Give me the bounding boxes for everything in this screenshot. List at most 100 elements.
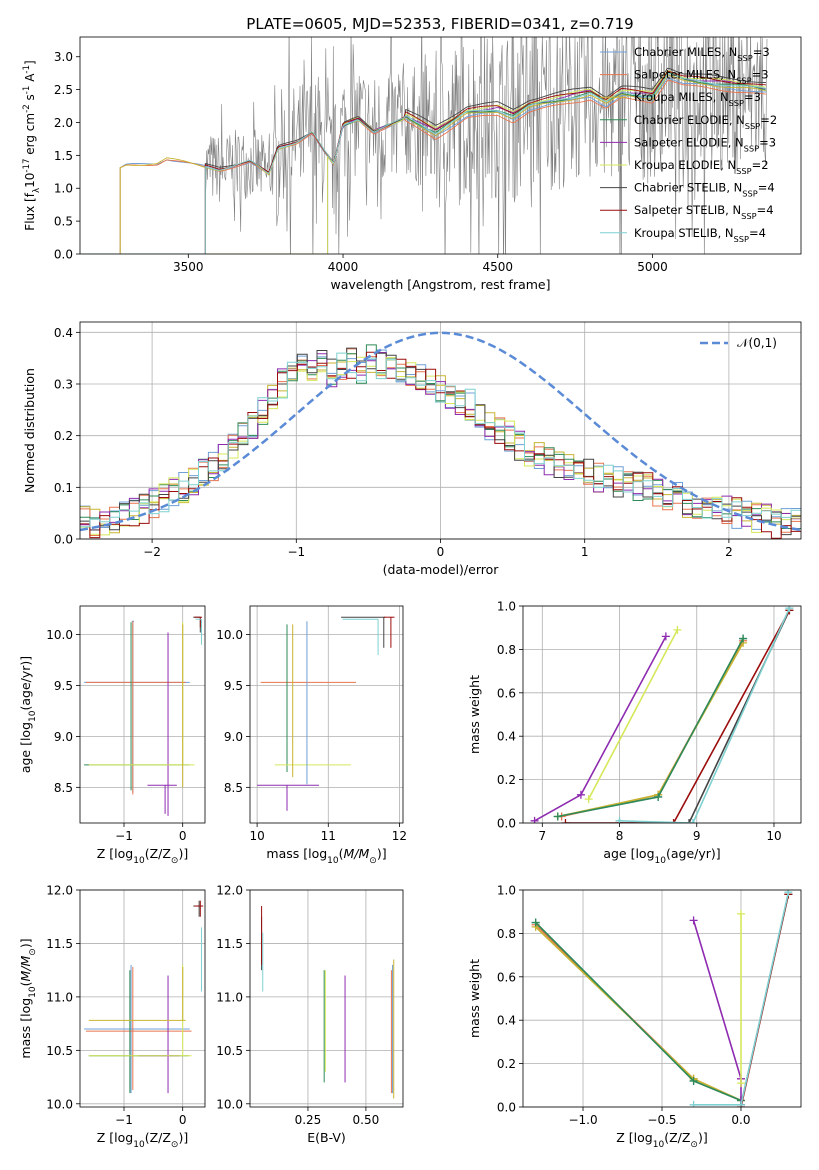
legend-entry-3: Chabrier ELODIE, NSSP=2 [634,113,777,131]
mass-weight-vs-metallicity-ytick-label-0: 0.0 [497,1101,516,1115]
mass-vs-extinction-ticks: 0.25 0.50 10.0 10.5 11.0 11.5 12.0 [216,884,379,1128]
mass-vs-extinction-grid [250,889,403,1107]
mass-weight-vs-metallicity-frame [522,889,802,1108]
gaussian-reference-curve [80,331,801,532]
mass-weight-vs-metallicity-xtick-label-1: −0.5 [647,1113,676,1127]
mass-weight-vs-age-marker-8-0 [615,816,624,823]
age-vs-mass-xtick-label-0: 10 [249,829,264,843]
mass-weight-vs-age-series-4 [534,636,667,822]
mass-weight-vs-age-marker-8-2 [785,606,794,613]
mass-vs-extinction-ytick-label-2: 11.0 [216,990,243,1004]
mass-weight-vs-age-xtick-label-1: 8 [616,829,624,843]
age-vs-metallicity-point-10 [195,618,202,645]
mass-vs-metallicity-point-0 [84,964,190,1094]
age-vs-metallicity-ytick-label-3: 10.0 [46,628,73,642]
mass-vs-metallicity-point-5 [88,966,186,1021]
mass-weight-vs-age-xlabel: age [log10(age/yr)] [603,846,720,866]
mass-weight-vs-age-xtick-label-0: 7 [538,829,546,843]
age-vs-mass-point-7 [383,616,395,648]
plot-layer: 3500 4000 4500 5000 0.0 0.5 1.0 1.5 2.0 2.5 3.0 wav… [18,36,802,1150]
mass-vs-metallicity-ytick-label-2: 11.0 [46,990,73,1004]
model-spectrum-line-1 [80,79,767,254]
model-spectrum-line-8 [80,73,767,254]
residual-histogram-frame [79,321,802,540]
mass-vs-metallicity-point-2 [88,970,189,1094]
mass-weight-vs-age-marker-7-1 [669,819,678,823]
mass-weight-vs-age-ticks: 7 8 9 10 0.0 0.2 0.4 0.6 0.8 1.0 [497,600,782,844]
residual-histogram-ytick-label-1: 0.1 [54,481,73,495]
spectrum-ytick-label-4: 2.0 [54,116,73,130]
mass-weight-vs-metallicity-marker-8-2 [784,890,793,897]
legend-entry-8: Kroupa STELIB, NSSP=4 [634,226,766,244]
figure-title: PLATE=0605, MJD=52353, FIBERID=0341, z=0… [246,15,633,33]
legend-entry-5: Kroupa ELODIE, NSSP=2 [634,158,769,176]
mass-weight-vs-age-series-1 [561,640,744,818]
legend-entry-0: Chabrier MILES, NSSP=3 [634,45,770,63]
mass-weight-vs-age-plot-area [530,606,794,823]
mass-vs-extinction-ytick-label-1: 10.5 [216,1044,243,1058]
mass-weight-vs-age-marker-4-2 [661,632,670,641]
age-vs-mass-axes: 10 11 12 8.5 9.0 9.5 10.0 mass [log10(M/M⊙)] [216,605,407,866]
spectrum-ytick-label-2: 1.0 [54,182,73,196]
age-vs-mass-ytick-label-3: 10.0 [216,628,243,642]
age-vs-mass-xtick-label-1: 11 [321,829,336,843]
mass-weight-vs-age-marker-6-1 [685,819,694,823]
mass-vs-metallicity-grid [80,889,205,1107]
mass-weight-vs-age-xtick-label-3: 10 [766,829,781,843]
age-vs-mass-ytick-label-0: 8.5 [224,781,243,795]
residual-histogram-ytick-label-2: 0.2 [54,429,73,443]
residual-histogram-ytick-label-4: 0.4 [54,326,73,340]
mass-vs-extinction-axes: 0.25 0.50 10.0 10.5 11.0 11.5 12.0 E(B-V) [216,884,404,1145]
spectrum-ytick-label-6: 3.0 [54,50,73,64]
mass-weight-vs-age-ytick-label-0: 0.0 [497,817,516,831]
residual-histogram-plot-area [80,331,801,539]
age-vs-metallicity-xlabel: Z [log10(Z/Z⊙)] [97,846,188,866]
spectrum-plot-area [80,37,768,254]
age-vs-mass-grid [250,606,403,823]
histogram-legend: 𝒩(0,1) [700,336,777,350]
mass-vs-metallicity-point-3 [138,975,180,1094]
mass-vs-metallicity-frame [79,889,206,1108]
age-vs-metallicity-ylabel: age [log10(age/yr)] [18,656,38,773]
mass-weight-vs-metallicity-xtick-label-2: 0.0 [731,1113,750,1127]
mass-weight-vs-metallicity-series-1 [535,924,742,1102]
residual-histogram-step-4 [80,352,801,531]
mass-weight-vs-metallicity-plot-area [531,890,793,1107]
mass-weight-vs-age-marker-7-0 [561,819,570,823]
mass-weight-vs-age-series-8 [619,607,791,823]
legend-entry-4: Salpeter ELODIE, NSSP=3 [634,135,776,153]
age-vs-metallicity-plot-area [84,616,203,816]
mass-weight-vs-metallicity-marker-8-1 [736,1100,745,1107]
age-vs-metallicity-ytick-label-2: 9.5 [54,679,73,693]
residual-histogram-ylabel: Normed distribution [22,368,37,493]
mass-vs-metallicity-ytick-label-4: 12.0 [46,884,73,898]
age-vs-metallicity-grid [80,606,205,823]
age-vs-metallicity-point-6 [88,622,195,766]
residual-histogram-xlabel: (data-model)/error [383,562,500,577]
mass-weight-vs-metallicity-marker-4-0 [689,916,698,925]
mass-weight-vs-age-marker-5-1 [673,625,682,634]
mass-vs-metallicity-point-1 [85,966,192,1090]
age-vs-mass-ytick-label-2: 9.5 [224,679,243,693]
spectrum-xtick-label-2: 4500 [482,260,513,274]
mass-vs-extinction-frame [249,889,404,1108]
spectrum-ytick-label-5: 2.5 [54,83,73,97]
mass-weight-vs-age-series-5 [587,629,679,800]
mass-vs-metallicity-point-4 [88,964,192,1057]
mass-vs-metallicity-ytick-label-1: 10.5 [46,1044,73,1058]
age-vs-metallicity-xtick-label-0: −1 [115,829,133,843]
spectrum-ytick-label-1: 0.5 [54,215,73,229]
age-vs-metallicity-point-2 [85,621,186,795]
mass-weight-vs-age-ytick-label-2: 0.4 [497,730,516,744]
mass-weight-vs-age-ytick-label-3: 0.6 [497,686,516,700]
mass-vs-extinction-ytick-label-3: 11.5 [216,937,243,951]
mass-weight-vs-age-axes: 7 8 9 10 0.0 0.2 0.4 0.6 0.8 1.0 age [log10(age/yr… [467,600,802,866]
age-vs-metallicity-ytick-label-0: 8.5 [54,781,73,795]
mass-weight-vs-metallicity-marker-3-0 [531,918,540,927]
mass-weight-vs-age-ytick-label-1: 0.2 [497,773,516,787]
spectrum-xtick-label-1: 4000 [328,260,359,274]
spectrum-ticks: 3500 4000 4500 5000 0.0 0.5 1.0 1.5 2.0 2.5 3.0 [54,50,668,274]
spectrum-xtick-label-0: 3500 [173,260,204,274]
spectrum-xtick-label-3: 5000 [637,260,668,274]
mass-weight-vs-metallicity-xlabel: Z [log10(Z/Z⊙)] [616,1130,707,1150]
